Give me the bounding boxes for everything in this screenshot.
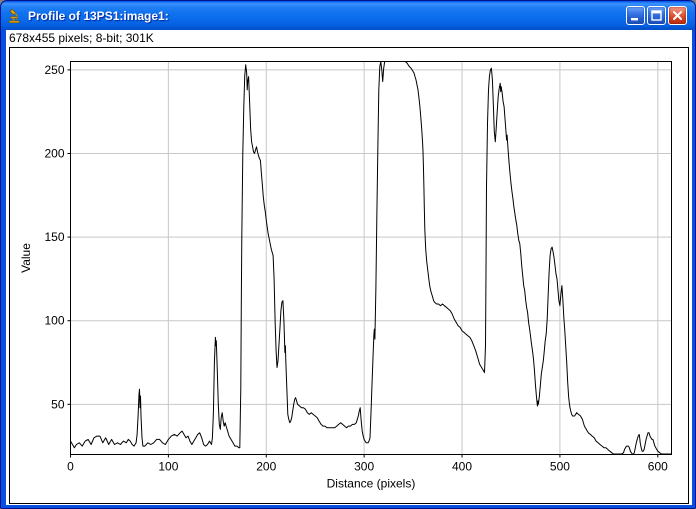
close-button[interactable] [668, 6, 687, 25]
x-tick-label: 500 [550, 460, 570, 474]
profile-plot: 0 100 200 300 400 500 600 50 100 150 200 250 Distanc… [19, 61, 672, 491]
x-tick-label: 600 [648, 460, 668, 474]
maximize-button[interactable] [647, 6, 666, 25]
x-tick-label: 100 [158, 460, 178, 474]
minimize-icon [631, 18, 638, 21]
profile-plot-canvas[interactable]: 0 100 200 300 400 500 600 50 100 150 200 250 Distanc… [9, 47, 689, 504]
y-axis-label: Value [19, 243, 33, 273]
maximize-icon [651, 10, 662, 21]
profile-curve [70, 61, 672, 455]
minimize-button[interactable] [626, 6, 645, 25]
y-tick-label: 100 [44, 314, 64, 328]
x-tick-label: 0 [67, 460, 74, 474]
window-controls [626, 6, 687, 25]
y-tick-label: 200 [44, 146, 64, 160]
x-tick-label: 200 [256, 460, 276, 474]
x-tick-label: 400 [452, 460, 472, 474]
y-tick-label: 50 [51, 397, 65, 411]
titlebar[interactable]: Profile of 13PS1:image1: [1, 1, 695, 30]
plot-frame [70, 61, 672, 455]
window-title: Profile of 13PS1:image1: [28, 8, 169, 23]
close-icon [673, 11, 682, 20]
x-axis-label: Distance (pixels) [327, 477, 416, 491]
y-tick-label: 150 [44, 230, 64, 244]
image-info-text: 678x455 pixels; 8-bit; 301K [9, 31, 154, 45]
window-content: 678x455 pixels; 8-bit; 301K 0 100 200 300 40… [6, 30, 692, 505]
x-tick-label: 300 [354, 460, 374, 474]
imagej-microscope-icon [8, 8, 20, 23]
y-tick-label: 250 [44, 63, 64, 77]
